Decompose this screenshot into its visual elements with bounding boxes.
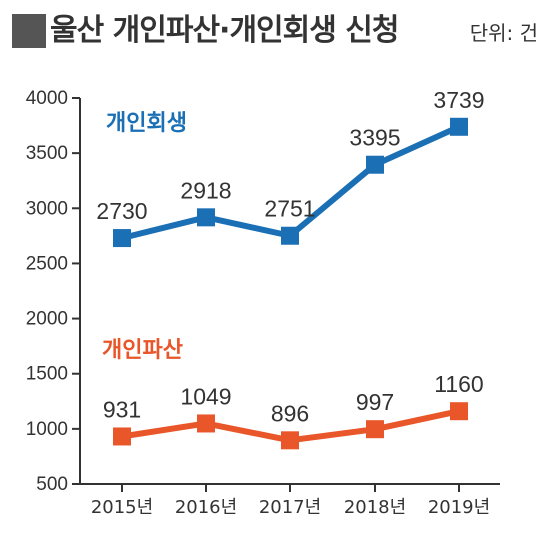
data-label: 2730: [96, 198, 147, 224]
series-name-label: 개인파산: [102, 338, 183, 363]
unit-label: 단위: 건: [469, 21, 538, 45]
y-tick-labels: 4000 3500 3000 2500 2000 1500 1000 500: [26, 88, 80, 495]
data-label: 3395: [349, 125, 400, 151]
series-rehabilitation: 2730 2918 2751 3395 3739 개인회생: [96, 87, 485, 248]
data-label: 2751: [264, 196, 315, 222]
data-label: 896: [271, 400, 309, 426]
data-point-marker: [113, 427, 131, 446]
data-point-marker: [366, 420, 384, 439]
y-tick-label: 1500: [26, 364, 68, 385]
chart-header: 울산 개인파산·개인회생 신청 단위: 건: [0, 0, 550, 70]
x-tick-label: 2016년: [175, 497, 237, 518]
data-label: 3739: [433, 87, 484, 113]
data-point-marker: [197, 414, 215, 433]
data-label: 997: [356, 389, 394, 415]
title-square-icon: [12, 14, 46, 48]
y-tick-label: 2000: [26, 309, 68, 330]
x-tick-label: 2018년: [344, 497, 406, 518]
data-point-marker: [281, 226, 299, 245]
data-label: 1160: [434, 371, 483, 397]
data-point-marker: [450, 402, 468, 421]
data-label: 1049: [180, 383, 231, 409]
y-tick-label: 3000: [26, 198, 68, 219]
data-label: 931: [103, 396, 141, 422]
y-tick-label: 500: [36, 474, 68, 495]
series-group: 2730 2918 2751 3395 3739 개인회생 931 1049 896 997 116…: [96, 87, 485, 450]
y-tick-label: 3500: [26, 143, 68, 164]
y-tick-label: 2500: [26, 253, 68, 274]
data-label: 2918: [180, 177, 231, 203]
data-point-marker: [197, 208, 215, 227]
data-point-marker: [450, 117, 468, 136]
data-point-marker: [281, 431, 299, 450]
y-tick-label: 1000: [26, 419, 68, 440]
x-tick-label: 2017년: [259, 497, 321, 518]
y-tick-label: 4000: [26, 88, 68, 109]
series-name-label: 개인회생: [106, 111, 187, 136]
data-point-marker: [366, 155, 384, 174]
x-tick-label: 2015년: [91, 497, 153, 518]
x-tick-label: 2019년: [428, 497, 490, 518]
chart-title: 울산 개인파산·개인회생 신청: [50, 13, 399, 48]
series-bankruptcy: 931 1049 896 997 1160 개인파산: [102, 338, 484, 450]
data-point-marker: [113, 229, 131, 248]
x-tick-labels: 2015년 2016년 2017년 2018년 2019년: [91, 484, 490, 518]
